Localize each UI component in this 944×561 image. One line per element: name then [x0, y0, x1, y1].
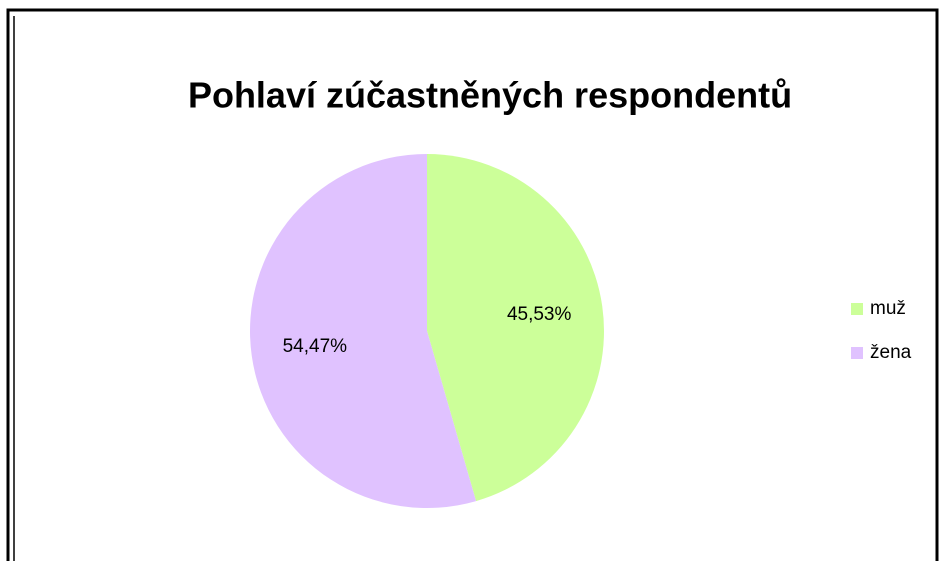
legend-swatch [851, 347, 863, 359]
data-label: 45,53% [507, 304, 572, 325]
legend-label: muž [870, 298, 906, 319]
pie-slice [250, 154, 477, 508]
pie-slice [427, 154, 605, 502]
legend-swatch [851, 303, 863, 315]
data-label: 54,47% [283, 336, 348, 357]
legend-label: žena [870, 342, 912, 363]
chart-title: Pohlaví zúčastněných respondentů [188, 75, 792, 116]
frame [6, 8, 939, 561]
